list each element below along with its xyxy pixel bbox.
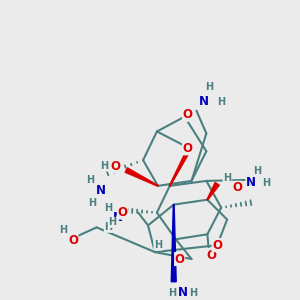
- Polygon shape: [207, 183, 219, 200]
- Text: H: H: [108, 218, 116, 227]
- Text: O: O: [110, 160, 120, 172]
- Text: H: H: [88, 198, 97, 208]
- Text: H: H: [217, 97, 225, 107]
- Text: H: H: [223, 173, 231, 183]
- Text: N: N: [178, 286, 188, 299]
- Text: O: O: [68, 234, 78, 247]
- Text: H: H: [168, 288, 176, 298]
- Text: O: O: [232, 181, 242, 194]
- Text: H: H: [189, 288, 198, 298]
- Text: N: N: [96, 184, 106, 197]
- Text: O: O: [183, 142, 193, 155]
- Text: O: O: [212, 239, 222, 252]
- Text: N: N: [198, 95, 208, 108]
- Polygon shape: [171, 205, 176, 282]
- Text: H: H: [59, 225, 67, 235]
- Text: O: O: [183, 108, 193, 121]
- Text: H: H: [104, 202, 112, 213]
- Text: H: H: [100, 161, 109, 171]
- Polygon shape: [169, 147, 191, 186]
- Text: H: H: [87, 175, 95, 185]
- Text: H: H: [253, 166, 261, 176]
- Text: H: H: [262, 178, 271, 188]
- Text: O: O: [175, 253, 185, 266]
- Text: H: H: [154, 240, 162, 250]
- Text: N: N: [113, 211, 123, 224]
- Text: H: H: [205, 82, 213, 92]
- Text: O: O: [206, 249, 216, 262]
- Text: O: O: [117, 206, 127, 219]
- Polygon shape: [125, 168, 158, 186]
- Text: N: N: [246, 176, 256, 189]
- Text: H: H: [104, 222, 112, 233]
